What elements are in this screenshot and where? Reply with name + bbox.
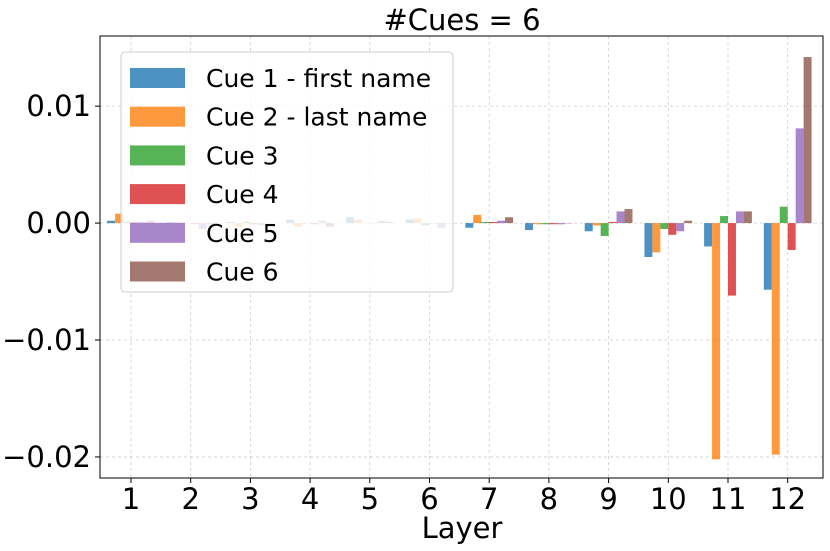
x-tick-label: 9 <box>599 482 617 516</box>
legend: Cue 1 - first name Cue 2 - last name Cue 3… <box>120 51 454 293</box>
bar <box>616 211 625 224</box>
x-tick-label: 1 <box>122 482 140 516</box>
legend-entry-label: Cue 2 - last name <box>206 103 427 132</box>
y-tick-label: −0.01 <box>2 323 91 357</box>
plot-frame <box>99 35 824 479</box>
bar <box>763 223 772 290</box>
bar <box>481 221 490 224</box>
legend-swatch <box>130 184 185 205</box>
y-tick-label: 0.00 <box>26 206 91 240</box>
legend-swatch <box>130 68 185 88</box>
bar <box>525 223 533 231</box>
y-tick-label: 0.01 <box>26 89 91 123</box>
legend-swatch <box>130 145 185 166</box>
bar <box>652 223 661 253</box>
legend-swatch <box>130 222 185 243</box>
bar <box>720 216 728 224</box>
bar <box>743 211 752 224</box>
bar <box>532 223 541 225</box>
legend-swatch <box>130 261 185 282</box>
legend-entry-label: Cue 1 - first name <box>206 64 431 93</box>
x-tick-label: 10 <box>650 482 687 516</box>
x-axis-label: Layer <box>422 511 503 545</box>
bar <box>704 223 713 247</box>
x-tick-label: 11 <box>710 482 747 516</box>
x-tick-label: 7 <box>480 482 498 516</box>
bar <box>676 223 685 232</box>
bar <box>735 211 744 224</box>
bar <box>489 221 498 224</box>
bar <box>592 223 601 226</box>
bar <box>668 223 677 235</box>
bar <box>107 220 116 224</box>
chart-title: #Cues = 6 <box>383 3 540 37</box>
legend-entry-label: Cue 5 <box>206 219 279 248</box>
bar <box>115 213 124 224</box>
x-tick-label: 12 <box>769 482 806 516</box>
legend-entry-label: Cue 6 <box>206 258 279 287</box>
legend-box <box>120 51 454 293</box>
bar <box>771 223 780 455</box>
bar <box>803 57 812 224</box>
x-tick-label: 3 <box>241 482 259 516</box>
bar <box>473 214 482 224</box>
bar <box>728 223 736 296</box>
bar <box>787 223 796 250</box>
bar <box>624 209 633 224</box>
x-tick-label: 6 <box>420 482 438 516</box>
bar <box>465 223 474 228</box>
y-axis-ticks: 0.01 0.00 −0.01 −0.02 <box>2 89 100 474</box>
bar <box>608 221 617 224</box>
y-tick-label: −0.02 <box>2 440 91 474</box>
x-tick-label: 4 <box>301 482 319 516</box>
bar <box>712 223 721 460</box>
legend-swatch <box>130 106 185 127</box>
bar <box>540 223 549 225</box>
bar <box>505 217 514 224</box>
bar <box>497 220 506 224</box>
x-axis-ticks: 1 2 3 4 5 6 7 8 9 10 11 12 <box>122 478 806 516</box>
bar <box>779 206 788 224</box>
legend-entry-label: Cue 4 <box>206 180 279 209</box>
bar <box>548 223 557 225</box>
bar <box>556 223 565 225</box>
bar <box>684 220 693 224</box>
x-tick-label: 8 <box>540 482 558 516</box>
legend-entry-label: Cue 3 <box>206 141 279 170</box>
bar <box>600 223 609 236</box>
x-tick-label: 2 <box>181 482 199 516</box>
bar <box>584 223 593 232</box>
bar <box>644 223 653 257</box>
bar <box>660 223 669 229</box>
x-tick-label: 5 <box>361 482 379 516</box>
bar <box>795 128 804 224</box>
